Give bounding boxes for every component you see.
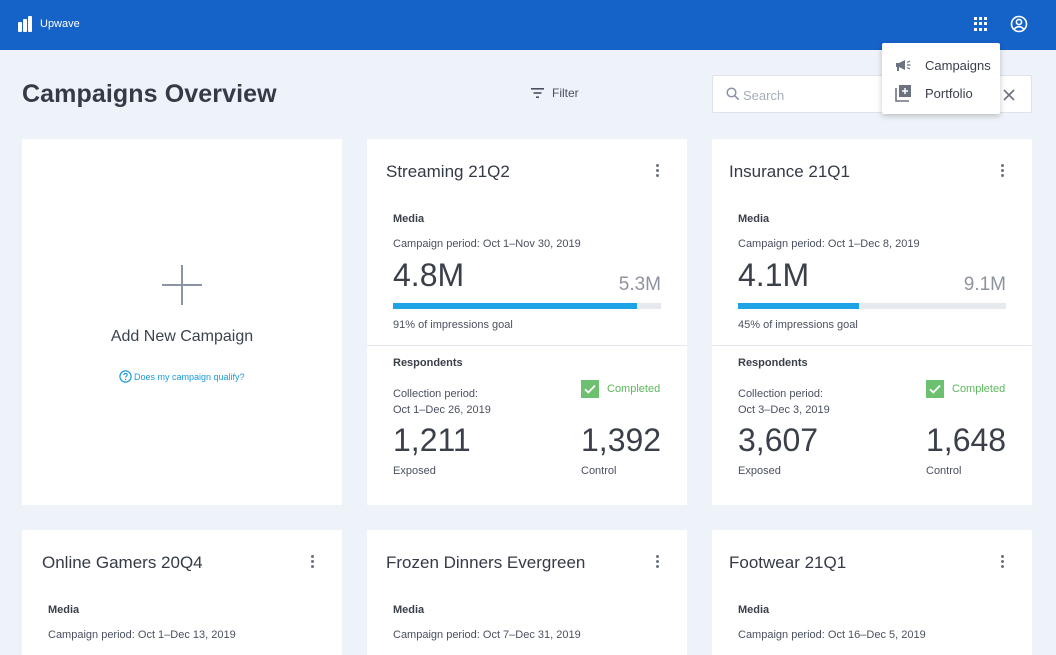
status-badge: Completed	[926, 380, 1005, 398]
media-label: Media	[393, 604, 425, 616]
campaign-period: Campaign period: Oct 1–Dec 8, 2019	[738, 238, 920, 250]
search-input[interactable]	[743, 85, 893, 105]
add-campaign-card[interactable]: Add New Campaign Does my campaign qualif…	[22, 139, 342, 505]
apps-grid-icon[interactable]	[974, 17, 988, 31]
exposed-label: Exposed	[738, 465, 781, 477]
status-text: Completed	[607, 383, 661, 395]
exposed-label: Exposed	[393, 465, 436, 477]
close-icon[interactable]	[1001, 87, 1017, 103]
status-text: Completed	[952, 383, 1006, 395]
campaign-period: Campaign period: Oct 16–Dec 5, 2019	[738, 629, 926, 641]
search-icon	[726, 87, 740, 101]
campaign-title: Insurance 21Q1	[729, 162, 850, 181]
add-campaign-label: Add New Campaign	[110, 328, 254, 345]
campaign-period: Campaign period: Oct 1–Nov 30, 2019	[393, 238, 581, 250]
divider	[367, 345, 687, 346]
respondents-label: Respondents	[738, 357, 808, 369]
filter-button[interactable]: Filter	[531, 86, 579, 100]
status-badge: Completed	[581, 380, 660, 398]
media-label: Media	[393, 213, 425, 225]
media-label: Media	[48, 604, 80, 616]
library-add-icon	[895, 85, 911, 102]
more-options-icon[interactable]	[311, 555, 315, 569]
campaign-period: Campaign period: Oct 7–Dec 31, 2019	[393, 629, 581, 641]
collection-period: Oct 3–Dec 3, 2019	[738, 404, 830, 416]
filter-icon	[531, 88, 544, 98]
impressions-goal: 9.1M	[963, 274, 1006, 295]
campaign-title: Online Gamers 20Q4	[42, 553, 203, 572]
menu-item-label: Portfolio	[925, 85, 973, 101]
media-label: Media	[738, 604, 770, 616]
progress-fill	[393, 303, 637, 309]
progress-fill	[738, 303, 859, 309]
impressions-value: 4.8M	[393, 257, 465, 293]
campaign-card[interactable]: Footwear 21Q1 Media Campaign period: Oct…	[712, 530, 1032, 655]
account-circle-icon[interactable]	[1010, 15, 1028, 33]
goal-percentage-text: 91% of impressions goal	[393, 319, 513, 331]
more-options-icon[interactable]	[656, 164, 660, 178]
campaign-card[interactable]: Insurance 21Q1 Media Campaign period: Oc…	[712, 139, 1032, 505]
menu-item-portfolio[interactable]: Portfolio	[882, 79, 1000, 107]
top-bar: Upwave	[0, 0, 1056, 50]
goal-percentage-text: 45% of impressions goal	[738, 319, 858, 331]
control-count: 1,392	[581, 422, 662, 458]
campaign-title: Frozen Dinners Evergreen	[386, 553, 586, 572]
impressions-goal: 5.3M	[618, 274, 661, 295]
more-options-icon[interactable]	[656, 555, 660, 569]
control-count: 1,648	[926, 422, 1007, 458]
upwave-logo-icon	[18, 16, 34, 32]
megaphone-icon	[896, 60, 911, 71]
page-title: Campaigns Overview	[22, 80, 277, 108]
exposed-count: 1,211	[393, 422, 471, 458]
campaign-title: Streaming 21Q2	[386, 162, 510, 181]
divider	[712, 345, 1032, 346]
qualify-link-text: Does my campaign qualify?	[134, 371, 245, 382]
campaign-title: Footwear 21Q1	[729, 553, 847, 572]
check-icon	[926, 380, 944, 398]
campaign-period: Campaign period: Oct 1–Dec 13, 2019	[48, 629, 236, 641]
exposed-count: 3,607	[738, 422, 819, 458]
collection-period-label: Collection period:	[393, 388, 478, 400]
media-label: Media	[738, 213, 770, 225]
collection-period-label: Collection period:	[738, 388, 823, 400]
control-label: Control	[926, 465, 962, 477]
more-options-icon[interactable]	[1001, 164, 1005, 178]
check-icon	[581, 380, 599, 398]
campaign-card[interactable]: Online Gamers 20Q4 Media Campaign period…	[22, 530, 342, 655]
impressions-progress-bar	[393, 303, 661, 309]
collection-period: Oct 1–Dec 26, 2019	[393, 404, 491, 416]
impressions-progress-bar	[738, 303, 1006, 309]
more-options-icon[interactable]	[1001, 555, 1005, 569]
plus-icon	[162, 265, 202, 305]
respondents-label: Respondents	[393, 357, 463, 369]
filter-label: Filter	[552, 86, 579, 100]
menu-item-label: Campaigns	[925, 57, 991, 73]
menu-item-campaigns[interactable]: Campaigns	[882, 51, 1000, 79]
campaign-card[interactable]: Frozen Dinners Evergreen Media Campaign …	[367, 530, 687, 655]
help-circle-icon	[119, 370, 132, 383]
campaign-qualify-link[interactable]: Does my campaign qualify?	[119, 370, 245, 383]
impressions-value: 4.1M	[738, 257, 810, 293]
campaign-card[interactable]: Streaming 21Q2 Media Campaign period: Oc…	[367, 139, 687, 505]
control-label: Control	[581, 465, 617, 477]
upwave-logo[interactable]: Upwave	[18, 16, 80, 32]
apps-dropdown-menu: Campaigns Portfolio	[882, 43, 1000, 114]
app-name: Upwave	[40, 18, 80, 30]
